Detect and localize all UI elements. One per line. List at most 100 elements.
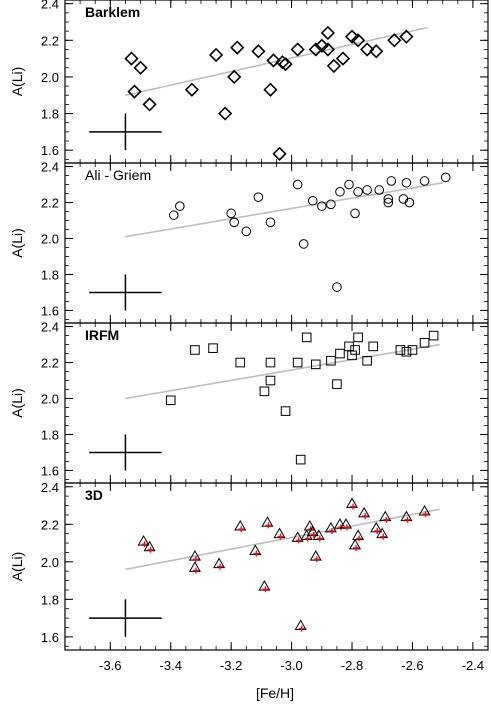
fit-line <box>125 508 440 571</box>
data-point-square <box>362 355 372 366</box>
y-tick-label: 2.2 <box>41 196 59 211</box>
x-tick-label: -3.2 <box>220 658 242 673</box>
x-tick-label: -3.0 <box>280 658 302 673</box>
data-point-triangle <box>188 549 201 561</box>
panel-title: IRFM <box>85 327 119 343</box>
data-point-diamond <box>308 42 323 57</box>
y-tick-label: 2.0 <box>41 232 59 247</box>
data-point-triangle <box>324 521 337 533</box>
data-point-diamond <box>230 40 245 55</box>
y-axis-label: A(Li) <box>9 552 25 582</box>
data-point-diamond <box>263 82 278 97</box>
fit-line <box>125 181 443 238</box>
data-point-circle <box>265 217 276 228</box>
data-point-diamond <box>350 33 366 48</box>
x-tick-label: -2.4 <box>462 658 484 673</box>
data-point-circle <box>229 217 239 228</box>
data-point-circle <box>353 186 363 197</box>
data-point-circle <box>335 186 345 197</box>
data-point-circle <box>383 197 394 208</box>
data-point-triangle <box>306 525 319 537</box>
y-tick-label: 1.6 <box>41 303 59 318</box>
y-tick-label: 1.8 <box>41 427 59 442</box>
data-point-circle <box>440 172 451 183</box>
y-tick-label: 2.0 <box>41 392 59 407</box>
data-point-diamond <box>133 60 148 75</box>
y-tick-label: 2.0 <box>41 70 59 85</box>
data-point-circle <box>317 201 327 211</box>
data-point-diamond <box>218 106 233 121</box>
data-point-triangle <box>333 518 347 529</box>
data-point-triangle <box>303 519 316 531</box>
data-point-diamond <box>251 44 266 59</box>
y-tick-label: 1.6 <box>41 630 59 645</box>
data-point-diamond <box>360 42 375 57</box>
data-points <box>168 172 451 292</box>
data-point-diamond <box>320 25 335 41</box>
data-point-circle <box>298 239 309 249</box>
panel-title: 3D <box>85 487 103 503</box>
data-point-square <box>419 337 430 348</box>
data-point-square <box>326 355 336 366</box>
data-point-circle <box>307 195 318 206</box>
data-point-circle <box>374 185 385 195</box>
panel-3d-frame <box>64 482 489 651</box>
data-point-square <box>353 332 363 343</box>
x-tick-label: -2.8 <box>341 658 363 673</box>
data-point-square <box>368 341 378 352</box>
data-point-square <box>280 406 291 416</box>
data-point-diamond <box>142 97 157 112</box>
data-point-diamond <box>266 53 281 68</box>
data-point-triangle <box>273 527 286 539</box>
y-tick-label: 1.6 <box>41 463 59 478</box>
data-point-square <box>165 395 176 406</box>
data-point-square <box>395 345 406 355</box>
panels-layer: 1.6 1.8 2.0 2.2 2.4 A(Li) Barklem 1.6 1.8 2.0 2.2 2… <box>9 0 489 673</box>
data-point-triangle <box>339 518 353 529</box>
y-tick-label: 1.8 <box>41 267 59 282</box>
data-point-square <box>335 348 345 359</box>
data-points <box>124 25 414 161</box>
data-point-square <box>332 379 342 389</box>
data-point-circle <box>226 208 236 219</box>
data-point-circle <box>332 282 342 292</box>
fit-line <box>125 343 440 400</box>
data-point-triangle <box>188 561 201 572</box>
y-tick-label: 1.6 <box>41 143 59 158</box>
data-point-circle <box>175 201 185 211</box>
y-axis-label: A(Li) <box>9 388 25 418</box>
data-point-triangle <box>400 510 413 522</box>
panel-barklem-frame <box>64 0 489 164</box>
data-point-square <box>265 357 276 368</box>
data-point-square <box>310 359 321 370</box>
y-axis-label: A(Li) <box>9 228 25 258</box>
x-tick-label: -3.6 <box>99 658 121 673</box>
data-points <box>165 330 439 465</box>
y-tick-label: 2.2 <box>41 33 59 48</box>
data-point-square <box>265 375 276 386</box>
panel-3d: 1.6 1.8 2.0 2.2 2.4 A(Li) 3D -3.6 -3.4 -3.2 -3.0 -2… <box>9 480 489 673</box>
data-point-diamond <box>208 47 224 63</box>
data-point-diamond <box>314 38 329 53</box>
data-point-triangle <box>345 497 359 509</box>
data-point-square <box>190 345 200 355</box>
data-point-circle <box>292 179 303 190</box>
data-point-triangle <box>291 531 304 542</box>
data-point-triangle <box>249 544 262 555</box>
x-tick-label: -3.4 <box>160 658 182 673</box>
y-tick-label: 2.2 <box>41 517 59 532</box>
panel-title: Ali - Griem <box>85 167 151 183</box>
data-point-diamond <box>344 29 360 44</box>
data-point-circle <box>362 185 372 195</box>
data-point-circle <box>350 208 360 219</box>
data-point-circle <box>401 177 412 188</box>
data-point-square <box>407 345 418 355</box>
data-point-diamond <box>275 55 290 70</box>
panel-title: Barklem <box>85 4 140 20</box>
data-point-diamond <box>124 51 139 66</box>
data-points <box>137 497 431 632</box>
data-point-triangle <box>213 557 226 569</box>
data-point-circle <box>253 192 264 202</box>
data-point-triangle <box>294 619 307 631</box>
